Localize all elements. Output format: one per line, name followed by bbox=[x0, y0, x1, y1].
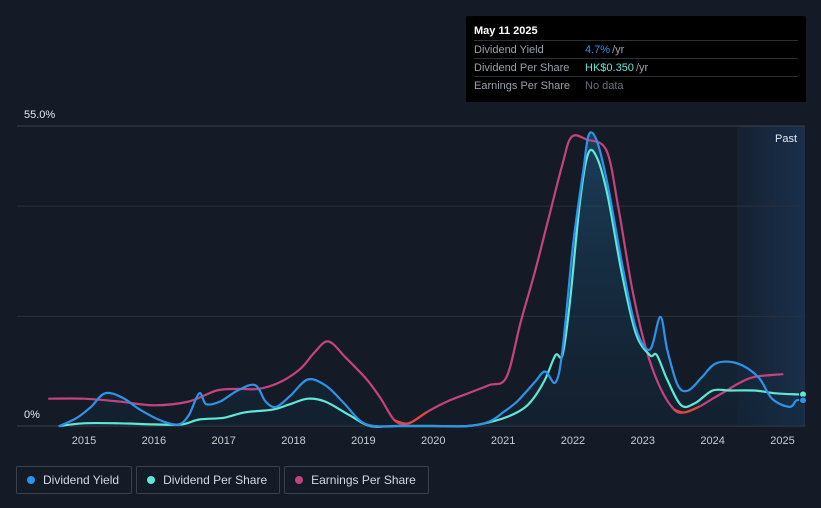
earnings-negative-segment bbox=[673, 405, 700, 414]
tooltip-label: Earnings Per Share bbox=[474, 79, 570, 92]
series-line-dividend-yield bbox=[58, 131, 805, 428]
x-tick-label: 2018 bbox=[281, 435, 305, 447]
legend-dot-icon bbox=[27, 476, 35, 484]
chart-legend: Dividend Yield Dividend Per Share Earnin… bbox=[16, 466, 429, 494]
legend-item-dividend-per-share[interactable]: Dividend Per Share bbox=[136, 466, 281, 494]
legend-label: Dividend Yield bbox=[43, 473, 120, 487]
tooltip-label: Dividend Yield bbox=[474, 43, 544, 56]
x-tick-label: 2019 bbox=[351, 435, 375, 447]
tooltip-row-dividend-yield: Dividend Yield 4.7%/yr bbox=[474, 40, 798, 58]
dividend-yield-area-fill bbox=[59, 132, 804, 427]
legend-item-dividend-yield[interactable]: Dividend Yield bbox=[16, 466, 133, 494]
x-tick-label: 2021 bbox=[491, 435, 515, 447]
tooltip-row-earnings-per-share: Earnings Per Share No data bbox=[474, 76, 798, 94]
legend-dot-icon bbox=[295, 476, 304, 484]
tooltip-value: 4.7% bbox=[585, 43, 611, 56]
dividend-yield-area bbox=[59, 132, 804, 427]
current-point-marker bbox=[799, 390, 807, 405]
tooltip-label: Dividend Per Share bbox=[474, 61, 570, 74]
x-tick-label: 2016 bbox=[142, 435, 166, 447]
tooltip-unit: /yr bbox=[635, 61, 649, 74]
earnings-negative-segment bbox=[393, 411, 428, 425]
tooltip-value: HK$0.350 bbox=[585, 61, 634, 74]
x-tick-label: 2023 bbox=[631, 435, 655, 447]
tooltip-row-dividend-per-share: Dividend Per Share HK$0.350/yr bbox=[474, 58, 798, 76]
series-line-dividend-per-share bbox=[58, 148, 805, 428]
dividend-yield-point bbox=[799, 396, 807, 405]
axis-labels: 55.0% 0% Past 2015 2016 2017 2018 2019 2020 2021 2… bbox=[24, 109, 797, 447]
x-tick-label: 2020 bbox=[421, 435, 445, 447]
x-tick-label: 2015 bbox=[72, 435, 96, 447]
tooltip-value: No data bbox=[585, 79, 624, 92]
gridlines bbox=[17, 125, 805, 427]
tooltip-panel: May 11 2025 Dividend Yield 4.7%/yr Divid… bbox=[466, 16, 806, 102]
legend-dot-icon bbox=[147, 476, 156, 484]
past-label: Past bbox=[775, 133, 797, 145]
x-tick-label: 2025 bbox=[770, 435, 794, 447]
y-axis-min-label: 0% bbox=[24, 409, 40, 421]
tooltip-date: May 11 2025 bbox=[474, 25, 538, 37]
x-tick-label: 2022 bbox=[561, 435, 585, 447]
series-lines bbox=[48, 131, 805, 428]
y-axis-max-label: 55.0% bbox=[24, 109, 55, 121]
legend-item-earnings-per-share[interactable]: Earnings Per Share bbox=[284, 466, 429, 494]
x-tick-label: 2024 bbox=[700, 435, 724, 447]
legend-label: Earnings Per Share bbox=[311, 473, 416, 487]
legend-label: Dividend Per Share bbox=[163, 473, 268, 487]
tooltip-unit: /yr bbox=[612, 43, 625, 56]
x-tick-label: 2017 bbox=[211, 435, 235, 447]
